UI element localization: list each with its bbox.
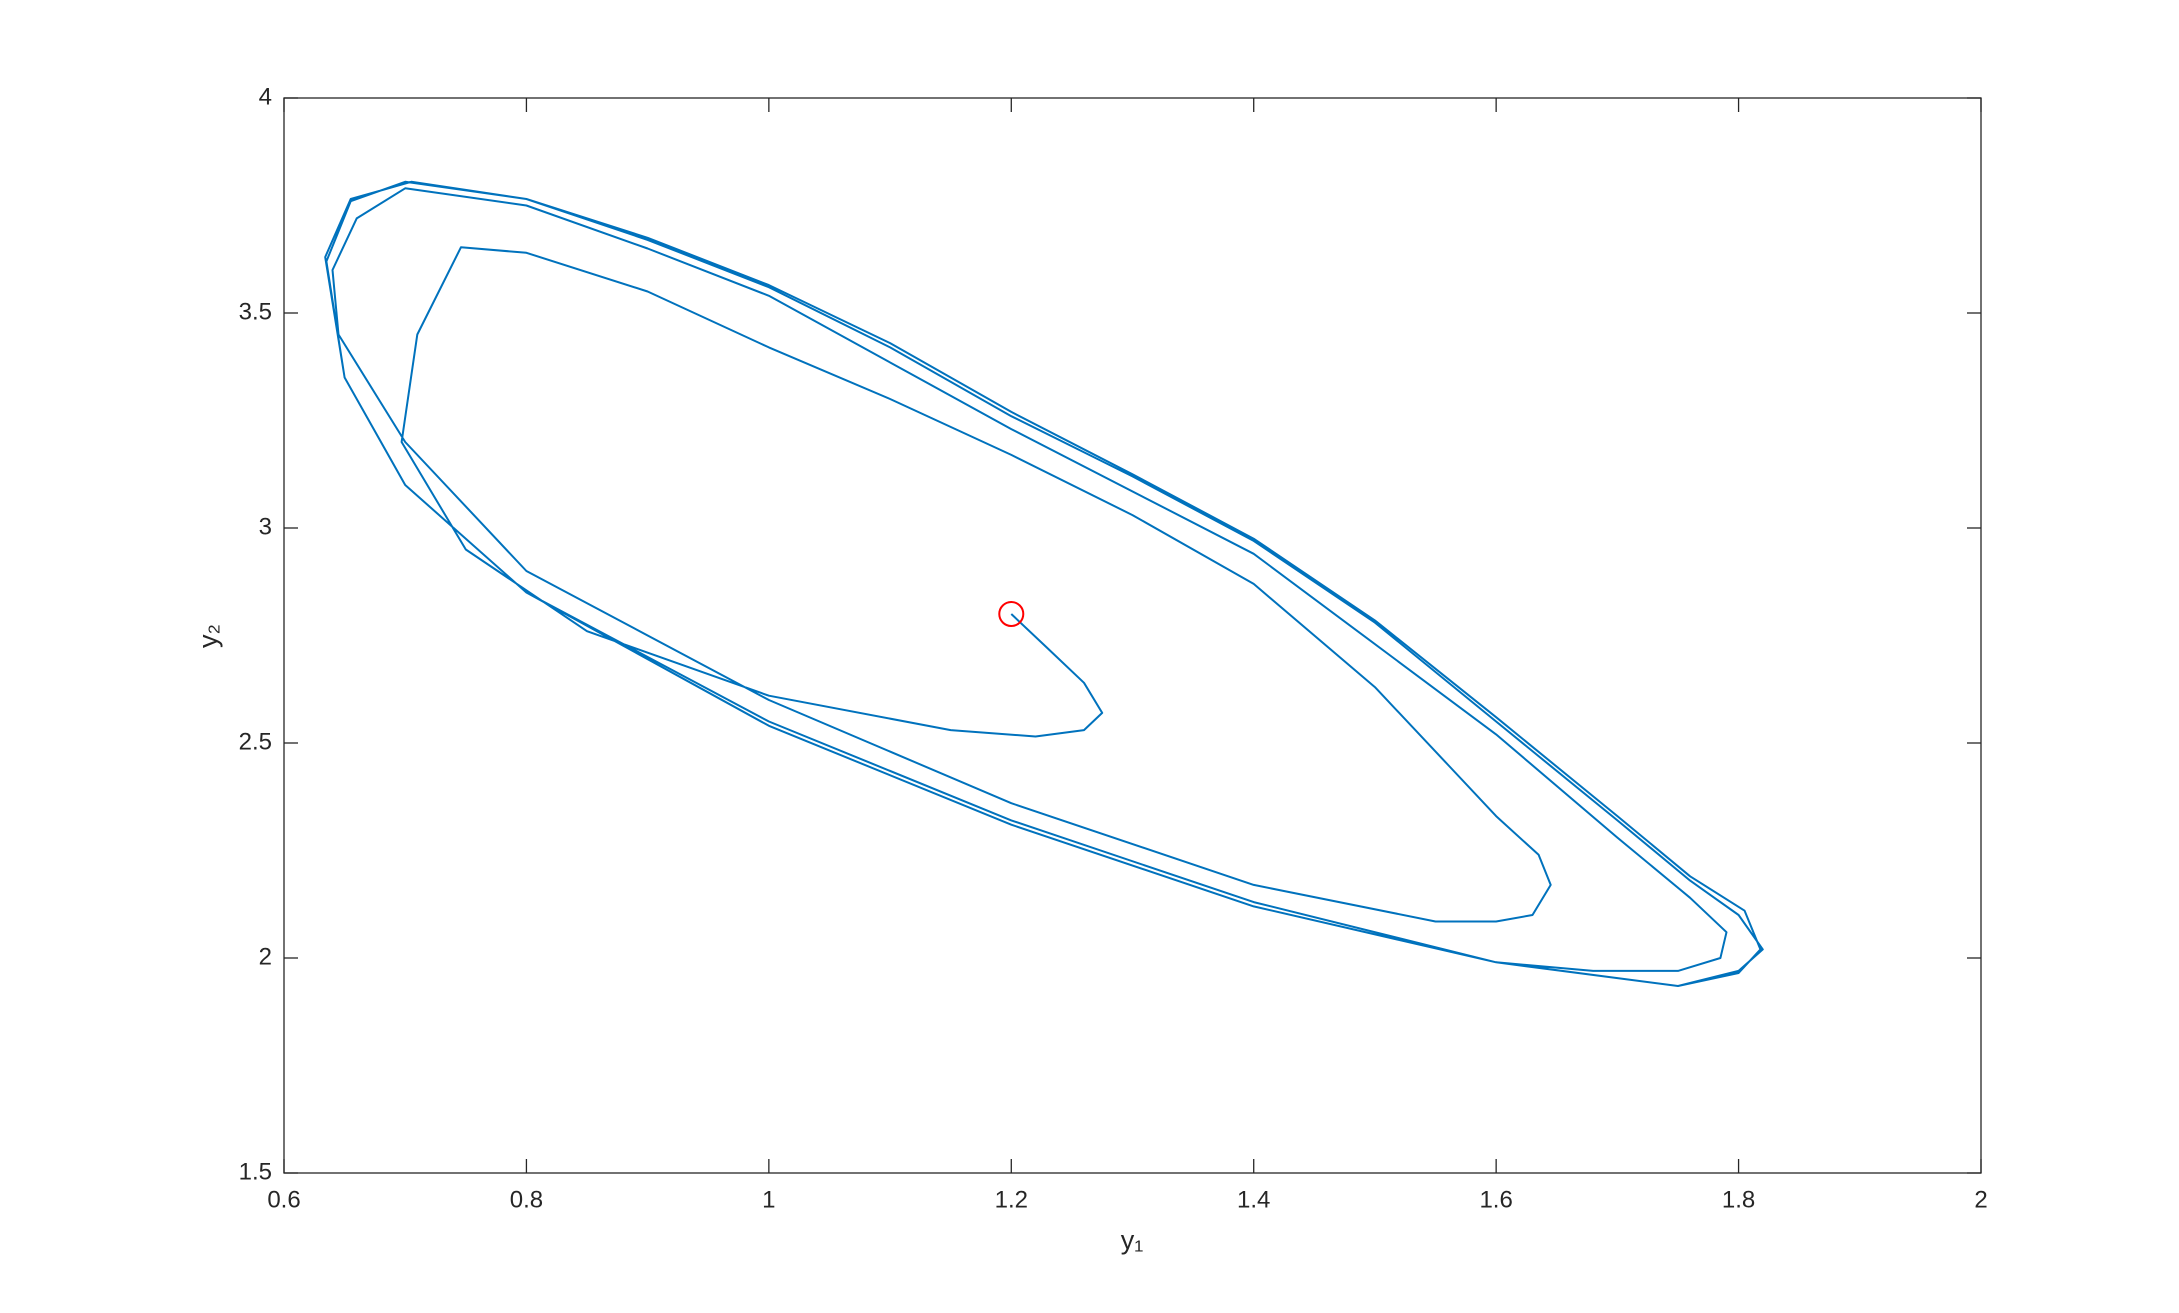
y-tick-label: 1.5 [239,1158,272,1185]
y-tick-label: 3 [259,513,272,540]
x-tick-label: 0.8 [510,1186,543,1213]
x-tick-label: 2 [1974,1186,1987,1213]
y-tick-label: 4 [259,83,272,110]
y-tick-label: 2 [259,943,272,970]
start-marker [998,601,1025,627]
x-tick-label: 1.4 [1237,1186,1270,1213]
y-tick-label: 3.5 [239,298,272,325]
x-tick-label: 1 [762,1186,775,1213]
x-tick-label: 1.2 [995,1186,1028,1213]
x-tick-label: 0.6 [267,1186,300,1213]
trajectory-line [324,180,1764,987]
x-axis-label: y₁ [1121,1225,1144,1255]
y-axis-label: y₂ [193,624,223,648]
plot-frame [283,97,1982,1174]
x-tick-label: 1.8 [1722,1186,1755,1213]
x-tick-label: 1.6 [1479,1186,1512,1213]
y-tick-label: 2.5 [239,728,272,755]
